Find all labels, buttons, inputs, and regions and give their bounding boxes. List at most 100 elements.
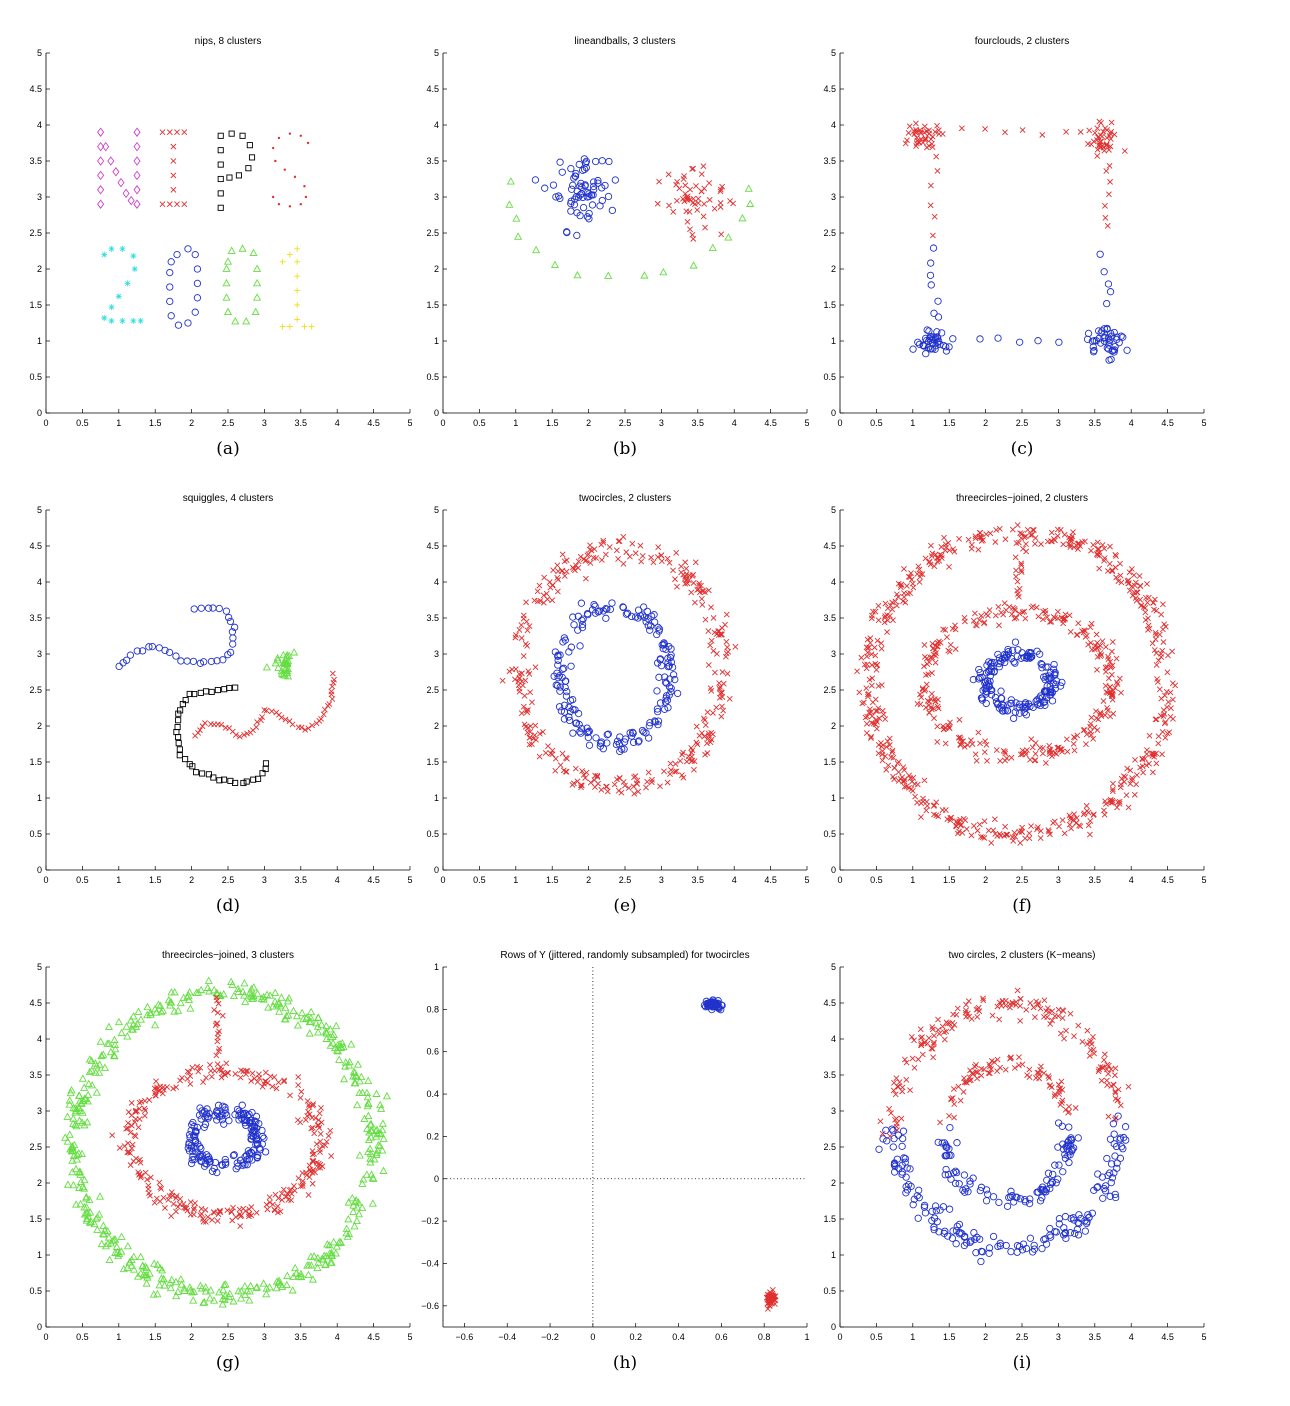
data-point — [983, 741, 990, 748]
data-point — [198, 1210, 205, 1217]
data-point — [689, 231, 696, 238]
data-point — [585, 190, 593, 198]
data-point — [216, 1028, 222, 1035]
data-point — [326, 701, 333, 707]
data-point — [965, 536, 972, 543]
data-point — [560, 664, 568, 672]
data-point — [1049, 1170, 1057, 1179]
data-point — [861, 699, 867, 706]
data-point — [569, 729, 577, 737]
data-point — [592, 784, 598, 791]
data-point — [137, 317, 144, 324]
x-tick-label: 4 — [335, 875, 340, 885]
data-point — [269, 1201, 276, 1208]
data-point — [915, 1056, 922, 1063]
data-point — [722, 653, 729, 660]
data-point — [976, 668, 984, 677]
data-point — [520, 703, 527, 710]
data-point — [1007, 1248, 1015, 1256]
data-point — [1157, 712, 1164, 719]
data-point — [1095, 644, 1102, 651]
data-point — [719, 669, 726, 675]
data-point — [565, 716, 574, 725]
data-point — [603, 605, 611, 613]
data-point — [323, 1138, 330, 1145]
data-point — [930, 1041, 937, 1048]
data-point — [899, 1127, 908, 1135]
data-point — [179, 1074, 185, 1081]
data-point — [213, 1168, 221, 1177]
data-point — [673, 768, 680, 775]
data-point — [1162, 734, 1169, 741]
data-point — [1121, 1123, 1130, 1131]
x-tick-label: 3.5 — [295, 418, 308, 428]
data-point — [995, 663, 1004, 671]
data-point — [230, 623, 239, 631]
data-point — [197, 1115, 205, 1123]
data-point — [873, 666, 880, 673]
y-tick-label: 1 — [434, 336, 439, 346]
data-point — [931, 335, 939, 343]
data-point — [524, 707, 531, 713]
data-point — [1024, 526, 1031, 533]
data-point — [879, 1130, 886, 1137]
data-point — [1085, 140, 1091, 147]
data-point — [957, 742, 964, 748]
data-point — [963, 1007, 969, 1014]
data-point — [955, 1083, 962, 1090]
data-point — [608, 206, 617, 215]
data-point — [674, 583, 680, 590]
data-point — [644, 621, 652, 630]
data-point — [1016, 1054, 1022, 1061]
data-point — [1158, 695, 1165, 702]
data-point — [363, 1124, 372, 1132]
data-point — [689, 261, 698, 269]
data-point — [680, 571, 687, 578]
data-point — [977, 530, 983, 536]
data-point — [148, 642, 156, 651]
data-point — [915, 1194, 923, 1202]
data-point — [292, 1011, 302, 1020]
data-point — [83, 1096, 93, 1105]
data-point — [265, 1283, 274, 1291]
data-point — [238, 244, 247, 252]
data-point — [934, 703, 941, 710]
data-point — [366, 1158, 375, 1166]
data-point — [570, 621, 578, 629]
data-point — [1061, 1150, 1069, 1159]
data-point — [883, 766, 890, 773]
data-point — [174, 321, 183, 329]
y-tick-label: 5 — [37, 505, 42, 515]
data-point — [372, 1132, 381, 1140]
data-point — [927, 202, 934, 209]
data-point — [708, 243, 717, 252]
x-tick-label: 0 — [837, 875, 842, 885]
data-point — [524, 627, 531, 634]
data-point — [167, 258, 175, 266]
data-point — [1153, 650, 1160, 656]
data-point — [957, 1097, 964, 1104]
x-tick-label: 3 — [262, 418, 267, 428]
data-point — [536, 730, 543, 737]
data-point — [1100, 268, 1108, 276]
data-point — [929, 232, 936, 239]
data-point — [717, 1006, 725, 1014]
data-point — [875, 750, 882, 757]
data-point — [689, 747, 696, 754]
data-point — [174, 201, 180, 208]
data-point — [80, 1120, 89, 1129]
data-point — [133, 185, 141, 195]
data-point — [1052, 1091, 1058, 1098]
chart-panel: Rows of Y (jittered, randomly subsampled… — [421, 950, 809, 1373]
data-point — [1151, 647, 1158, 653]
data-point — [562, 692, 571, 700]
data-point — [946, 563, 952, 570]
data-point — [578, 784, 584, 791]
data-point — [246, 1281, 255, 1290]
data-point — [929, 640, 936, 647]
data-point — [1018, 562, 1025, 569]
data-point — [886, 742, 893, 748]
data-point — [1106, 288, 1115, 296]
x-tick-label: 1.5 — [943, 875, 956, 885]
